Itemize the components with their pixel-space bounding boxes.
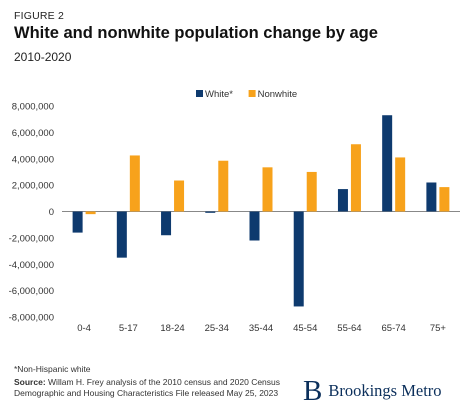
y-tick-label: 0 [49,207,54,218]
bar-nonwhite [395,157,406,212]
logo-mark: B [303,375,323,407]
legend-swatch [248,90,256,97]
bar-nonwhite [306,171,317,212]
bar-nonwhite [174,180,185,212]
y-tick-label: -8,000,000 [9,313,54,324]
x-tick-label: 45-54 [293,323,317,334]
x-tick-label: 5-17 [119,323,138,334]
bar-white [72,211,83,233]
y-tick-label: -2,000,000 [9,233,54,244]
brookings-logo: B Brookings Metro [303,375,442,407]
source-note: Source: Willam H. Frey analysis of the 2… [14,377,294,399]
figure-label: FIGURE 2 [14,10,65,22]
bar-nonwhite [262,167,273,212]
x-tick-label: 25-34 [205,323,229,334]
bar-nonwhite [129,155,140,212]
bar-nonwhite [85,211,96,215]
bar-white [205,211,216,213]
legend-label: White* [205,89,233,100]
x-tick-label: 35-44 [249,323,273,334]
bar-chart: 8,000,000 6,000,000 4,000,000 2,000,000 0 -2,… [9,89,460,334]
source-text: Willam H. Frey analysis of the 2010 cens… [14,377,281,398]
legend-label: Nonwhite [258,89,298,100]
y-tick-label: -6,000,000 [9,286,54,297]
bar-white [116,211,127,258]
bar-white [337,189,348,212]
bar-nonwhite [439,187,450,212]
y-tick-label: 4,000,000 [12,154,54,165]
y-tick-label: -4,000,000 [9,260,54,271]
legend-swatch [196,90,203,97]
bar-white [382,115,393,212]
y-tick-label: 6,000,000 [12,128,54,139]
chart-subtitle: 2010-2020 [14,50,72,64]
bar-white [249,211,260,241]
logo-text: Brookings Metro [328,381,442,400]
chart-title: White and nonwhite population change by … [14,24,378,42]
bar-white [293,211,304,307]
x-tick-label: 18-24 [160,323,184,334]
bar-white [426,182,437,212]
x-tick-label: 75+ [430,323,447,334]
y-tick-label: 2,000,000 [12,181,54,192]
bar-white [161,211,172,236]
bar-nonwhite [218,160,229,212]
footnote: *Non-Hispanic white [14,364,91,374]
x-tick-label: 0-4 [77,323,91,334]
x-tick-label: 65-74 [382,323,406,334]
bar-nonwhite [350,144,361,212]
x-tick-label: 55-64 [337,323,361,334]
y-tick-label: 8,000,000 [12,102,54,113]
source-label: Source: [14,377,46,387]
